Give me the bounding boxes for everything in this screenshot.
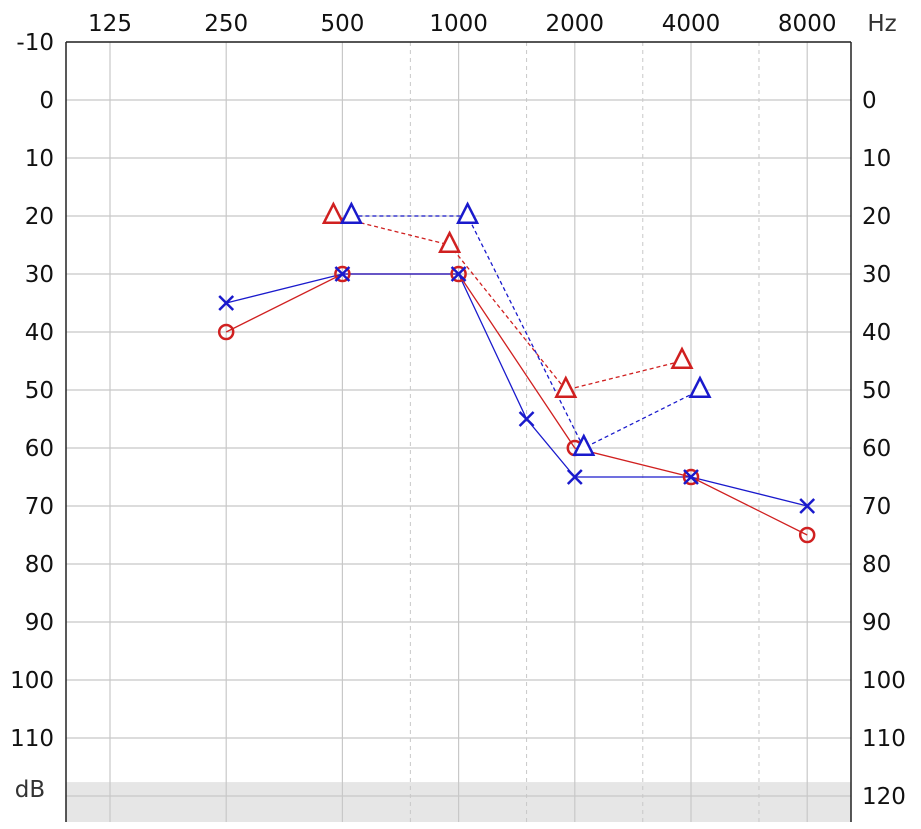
data-point-circle [682,468,700,486]
data-point-cross [334,266,351,282]
y-right-tick-label: 20 [862,204,891,230]
y-right-tick-label: 90 [862,610,891,636]
x-unit-label: Hz [867,11,896,37]
data-point-triangle [321,201,345,225]
y-left-tick-label: -10 [16,30,54,56]
data-point-triangle [456,201,480,225]
y-right-tick-label: 60 [862,436,891,462]
y-left-tick-label: 10 [25,146,54,172]
y-right-tick-label: 30 [862,262,891,288]
cross-stroke [799,498,816,514]
y-left-tick-label: 50 [25,378,54,404]
y-right-tick-label: 50 [862,378,891,404]
data-point-circle [798,526,816,544]
cross-stroke [218,295,235,311]
y-left-tick-label: 90 [25,610,54,636]
x-tick-label: 2000 [546,11,605,37]
y-right-tick-label: 40 [862,320,891,346]
data-point-circle [450,265,467,283]
y-left-tick-label: 100 [10,668,54,694]
y-right-tick-label: 70 [862,494,891,520]
y-right-tick-label: 100 [862,668,906,694]
x-tick-label: 250 [204,11,248,37]
y-right-tick-label: 10 [862,146,891,172]
data-point-triangle [670,346,694,370]
y-left-tick-label: 110 [10,726,54,752]
y-left-tick-label: 40 [25,320,54,346]
y-unit-label: dB [15,777,45,803]
cross-stroke [334,266,351,282]
cross-stroke [450,266,467,282]
data-point-triangle [572,433,596,457]
data-point-cross [518,411,535,427]
y-right-tick-label: 110 [862,726,906,752]
data-point-cross [218,295,235,311]
y-right-tick-label: 120 [862,784,906,810]
y-right-tick-label: 80 [862,552,891,578]
data-point-cross [799,498,816,514]
data-point-triangle [438,230,462,254]
data-point-cross [450,266,467,282]
series-line-red-triangle [333,215,683,391]
data-point-circle [217,323,235,341]
y-left-tick-label: 80 [25,552,54,578]
y-left-tick-label: 70 [25,494,54,520]
cross-stroke [683,469,699,485]
x-tick-label: 1000 [429,11,488,37]
x-tick-label: 125 [88,11,132,37]
data-point-cross [683,469,699,485]
x-tick-label: 4000 [662,11,721,37]
y-left-tick-label: 0 [39,88,54,114]
y-left-tick-label: 60 [25,436,54,462]
series-line-red-circle [225,273,808,536]
y-right-tick-label: 0 [862,88,877,114]
data-point-triangle [339,201,363,225]
cross-stroke [518,411,535,427]
y-left-tick-label: 20 [25,204,54,230]
data-point-cross [566,469,583,485]
x-tick-label: 500 [320,11,364,37]
cross-stroke [566,469,583,485]
data-point-triangle [554,375,578,399]
data-point-triangle [688,375,712,399]
y-left-tick-label: 30 [25,262,54,288]
data-point-circle [334,265,351,283]
x-tick-label: 8000 [778,11,837,37]
series-line-blue-triangle [351,215,701,449]
